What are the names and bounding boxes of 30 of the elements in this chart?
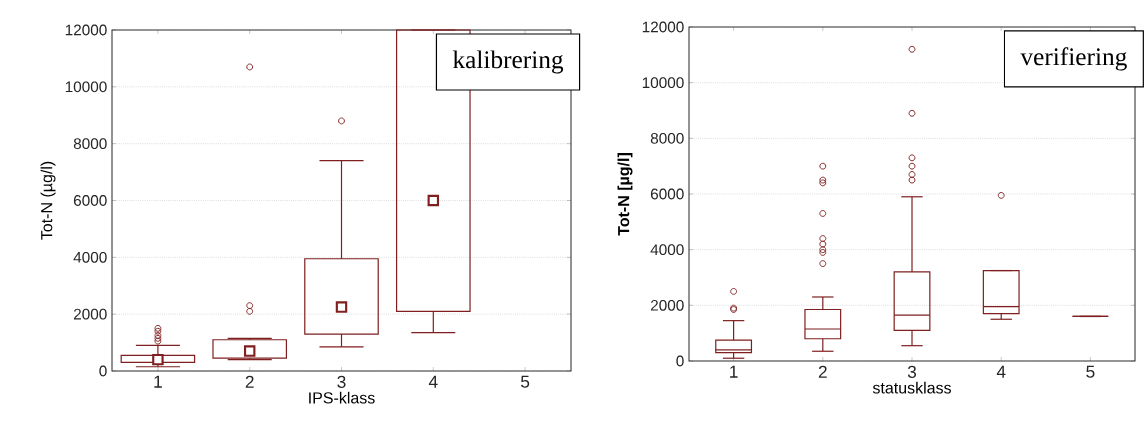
y-tick-label: 0 [99, 365, 107, 377]
y-tick-label: 2000 [73, 308, 107, 320]
y-tick-label: 2000 [650, 299, 684, 311]
y-tick-label: 10000 [642, 77, 684, 89]
y-tick-label: 8000 [650, 132, 684, 144]
annotation: kalibrering [452, 50, 564, 74]
x-tick-label: 3 [907, 365, 917, 378]
x-tick-label: 4 [428, 375, 438, 388]
y-tick-label: 12000 [642, 21, 684, 33]
y-tick-label: 8000 [73, 138, 107, 150]
y-tick-label: 4000 [73, 251, 107, 263]
x-tick-label: 5 [1086, 365, 1095, 378]
y-tick-label: 0 [676, 355, 684, 367]
x-tick-label: 2 [818, 365, 827, 378]
annotation: verifiering [1020, 47, 1127, 71]
x-tick-label: 3 [337, 375, 346, 388]
x-tick-label: 1 [730, 365, 738, 378]
y-tick-label: 4000 [650, 244, 684, 256]
y-tick-label: 6000 [73, 195, 107, 206]
x-axis-title: IPS-klass [309, 391, 375, 404]
x-axis-title: statusklass [872, 381, 951, 394]
y-axis-title: Tot-N [µg/l] [617, 153, 633, 236]
x-tick-label: 2 [245, 375, 254, 388]
y-tick-label: 10000 [65, 81, 107, 93]
y-tick-label: 6000 [650, 188, 684, 200]
x-tick-label: 1 [154, 375, 162, 388]
x-tick-label: 4 [996, 365, 1006, 378]
y-tick-label: 12000 [65, 24, 107, 36]
y-axis-title: Tot-N (µg/l) [40, 161, 56, 240]
x-tick-label: 5 [520, 375, 530, 388]
